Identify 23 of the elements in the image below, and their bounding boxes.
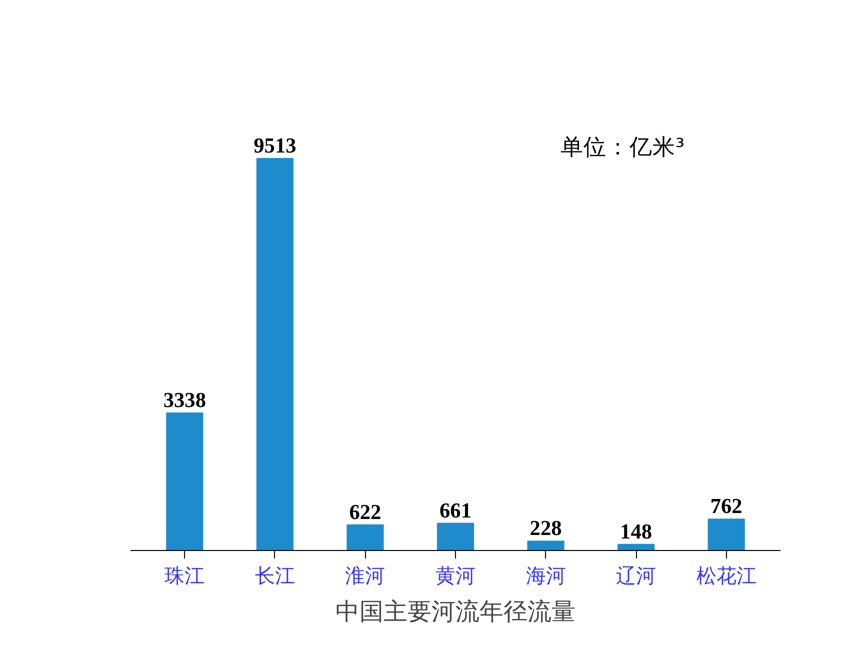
x-tick-label: 辽河 (616, 564, 656, 588)
data-label: 148 (620, 519, 652, 544)
x-tick-label: 黄河 (436, 564, 476, 588)
data-label: 661 (440, 498, 472, 522)
data-label: 3338 (163, 388, 206, 412)
bar (708, 518, 745, 550)
data-label: 762 (710, 494, 742, 518)
bar (436, 522, 474, 550)
text: 中国主要河流年径流量 (336, 598, 576, 626)
data-label: 228 (530, 516, 562, 540)
bar (346, 524, 384, 550)
bar (166, 412, 204, 550)
data-label: 622 (349, 500, 382, 524)
bar (527, 540, 564, 550)
bar (256, 158, 294, 550)
x-tick-label: 珠江 (164, 564, 205, 588)
data-label: 9513 (254, 134, 296, 158)
bar (618, 544, 655, 550)
x-tick-label: 松花江 (696, 564, 756, 588)
x-tick-label: 长江 (254, 564, 295, 588)
annotation: 单位：亿米³ (560, 134, 685, 160)
x-tick-label: 淮河 (345, 564, 386, 588)
x-tick-label: 海河 (526, 564, 566, 588)
